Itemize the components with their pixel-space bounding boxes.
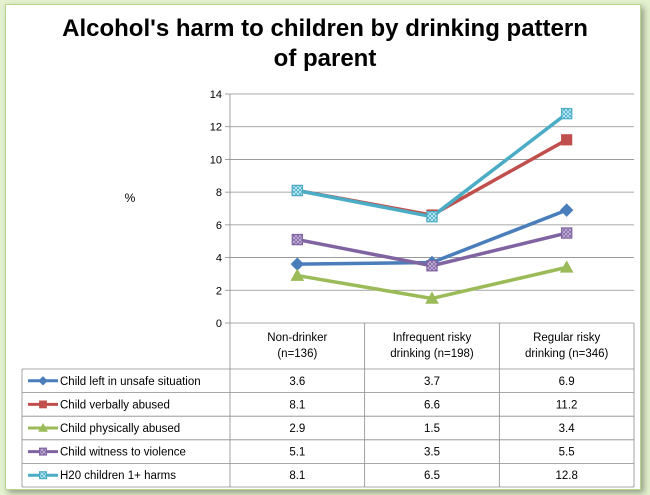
chart-title: Alcohol's harm to children by drinking p… [0, 14, 650, 74]
data-point [290, 257, 305, 271]
data-value-cell: 2.9 [289, 423, 305, 435]
data-value-cell: 11.2 [556, 399, 578, 411]
category-label-line-2: (n=136) [277, 348, 317, 360]
legend-key-marker [38, 447, 47, 456]
legend-key-marker [38, 422, 48, 432]
category-label-line-1: Non-drinker [267, 332, 327, 344]
chart-title-line-1: Alcohol's harm to children by drinking p… [62, 15, 588, 42]
data-value-cell: 6.6 [424, 399, 440, 411]
data-point [425, 291, 439, 304]
y-tick-label: 2 [216, 285, 222, 297]
y-tick-label: 14 [210, 89, 222, 101]
data-point [559, 203, 574, 217]
legend-label: Child verbally abused [60, 399, 170, 411]
data-point [291, 233, 304, 246]
data-point [426, 210, 438, 223]
y-tick-label: 12 [210, 122, 222, 134]
y-tick-label: 6 [216, 220, 222, 232]
y-tick-label: 8 [216, 187, 222, 199]
data-point [291, 184, 304, 197]
category-label-line-2: drinking (n=198) [390, 348, 474, 360]
category-label-line-1: Regular risky [533, 332, 600, 344]
data-value-cell: 5.5 [559, 447, 575, 459]
series-line [296, 112, 568, 219]
y-tick-label: 4 [216, 253, 222, 265]
data-value-cell: 1.5 [424, 423, 440, 435]
data-value-cell: 3.5 [424, 447, 440, 459]
data-value-cell: 5.1 [289, 447, 305, 459]
y-tick-label: 10 [210, 154, 222, 166]
legend-key-marker [38, 376, 48, 386]
data-point [559, 260, 574, 273]
legend-label: H20 children 1+ harms [60, 470, 176, 482]
data-point [426, 260, 438, 272]
data-value-cell: 3.4 [559, 423, 576, 435]
series-line [297, 138, 568, 217]
data-value-cell: 8.1 [289, 470, 305, 482]
data-value-cell: 3.7 [424, 376, 440, 388]
category-label-line-1: Infrequent risky [393, 332, 472, 344]
legend-key-marker [39, 400, 47, 409]
data-point [290, 268, 305, 281]
legend-key-marker [38, 471, 47, 480]
data-value-cell: 3.6 [289, 376, 305, 388]
chart-frame [5, 4, 641, 490]
category-label-line-2: drinking (n=346) [525, 348, 609, 360]
data-value-cell: 12.8 [555, 470, 577, 482]
legend-label: Child physically abused [60, 423, 180, 435]
data-value-cell: 6.5 [424, 470, 440, 482]
data-point [561, 134, 573, 146]
y-axis-label: % [125, 191, 136, 205]
data-value-cell: 6.9 [559, 376, 575, 388]
data-value-cell: 8.1 [289, 399, 305, 411]
legend-label: Child witness to violence [60, 447, 186, 459]
legend-label: Child left in unsafe situation [60, 376, 201, 388]
chart-title-line-2: of parent [273, 45, 377, 72]
data-point [560, 227, 573, 239]
data-point [560, 107, 573, 120]
y-tick-label: 0 [216, 318, 222, 330]
